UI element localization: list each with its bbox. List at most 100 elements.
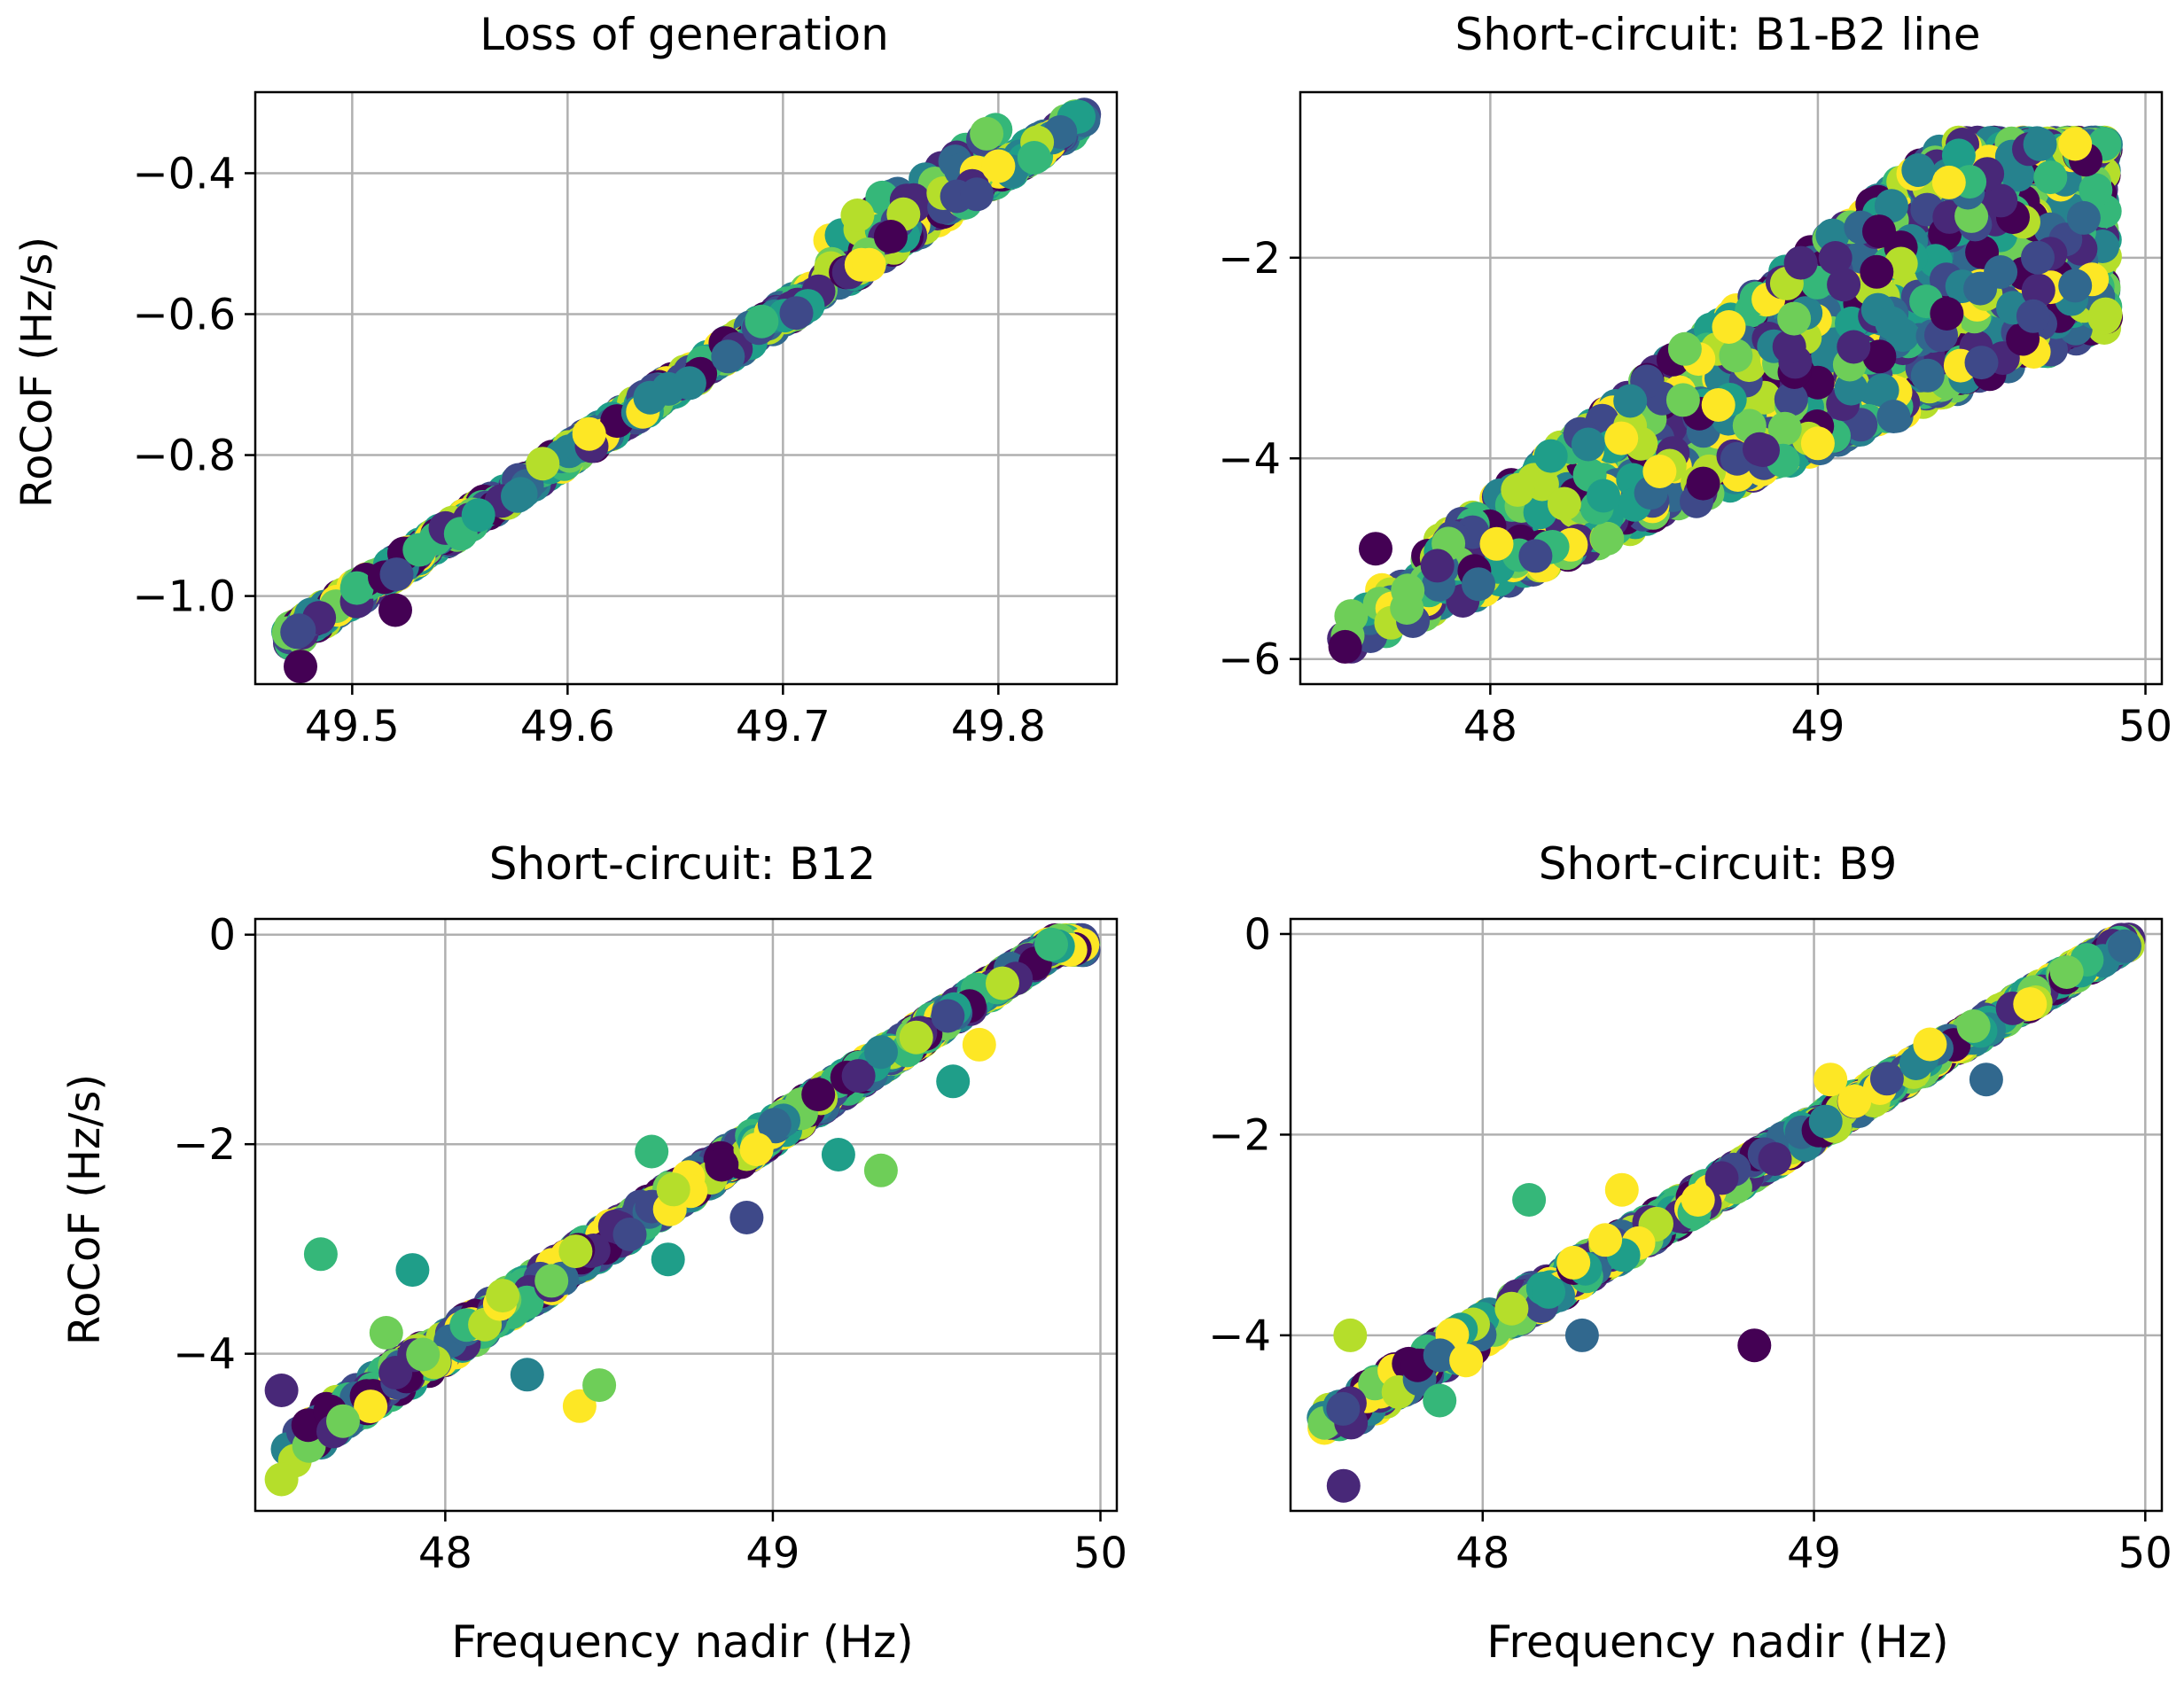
- y-axis-label: RoCoF (Hz/s): [60, 1074, 110, 1345]
- scatter-point: [402, 533, 437, 567]
- scatter-point: [852, 247, 886, 282]
- scatter-point: [501, 479, 534, 513]
- scatter-point: [931, 999, 965, 1033]
- scatter-point: [1834, 371, 1868, 406]
- x-tick-label: 49.8: [951, 702, 1046, 751]
- scatter-point: [745, 304, 779, 339]
- scatter-point: [1984, 183, 2018, 218]
- x-tick-label: 48: [1463, 702, 1517, 751]
- scatter-point: [841, 1059, 876, 1094]
- scatter-point: [1590, 521, 1625, 556]
- scatter-point: [1359, 532, 1392, 566]
- scatter-point: [2088, 297, 2123, 331]
- scatter-point: [461, 498, 495, 533]
- scatter-point: [534, 1264, 569, 1298]
- scatter-point: [2023, 127, 2057, 161]
- scatter-point: [486, 1279, 520, 1313]
- x-tick-label: 49: [1790, 702, 1845, 751]
- panel-short-circuit-b1-b2-line: Short-circuit: B1-B2 line 48 49 50−6−4−2: [1218, 9, 2172, 751]
- scatter-point: [1391, 573, 1425, 608]
- scatter-point: [981, 149, 1016, 183]
- scatter-point: [1501, 472, 1535, 507]
- scatter-point: [635, 1134, 669, 1169]
- scatter-point: [1701, 388, 1736, 422]
- x-tick-label: 49.5: [305, 702, 400, 751]
- y-tick-label: −2: [1218, 234, 1281, 284]
- y-tick-label: −6: [1218, 635, 1281, 685]
- scatter-point: [1818, 241, 1852, 275]
- axes-frame: [254, 90, 1119, 686]
- plot-area: 49.5 49.6 49.7 49.8−1.0−0.8−0.6−0.4: [132, 90, 1119, 751]
- scatter-point: [2058, 127, 2093, 161]
- plot-area: 48 49 50−6−4−2: [1218, 90, 2172, 751]
- scatter-point: [1479, 526, 1514, 561]
- scatter-point: [1462, 567, 1495, 602]
- x-tick-label: 50: [2118, 702, 2172, 751]
- scatter-point: [1964, 346, 1999, 380]
- scatter-point: [970, 116, 1004, 151]
- x-tick-label: 49.7: [736, 702, 831, 751]
- scatter-point: [1547, 486, 1581, 521]
- scatter-point: [2021, 273, 2055, 307]
- scatter-point: [2016, 299, 2050, 333]
- scatter-point: [1034, 927, 1068, 961]
- scatter-point: [864, 1035, 898, 1070]
- scatter-point: [960, 177, 994, 212]
- scatter-point: [264, 1374, 299, 1407]
- scatter-point: [779, 296, 814, 331]
- scatter-point: [378, 593, 412, 627]
- scatter-series: [264, 922, 1101, 1497]
- scatter-point: [1910, 358, 1945, 393]
- scatter-series: [1327, 125, 2124, 664]
- scatter-point: [1783, 245, 1818, 280]
- scatter-point: [1901, 153, 1936, 187]
- scatter-point: [1860, 254, 1894, 289]
- scatter-point: [1420, 549, 1455, 583]
- scatter-point: [1571, 427, 1605, 462]
- scatter-point: [1865, 373, 1899, 408]
- scatter-point: [1941, 138, 1976, 173]
- scatter-point: [1777, 301, 1812, 336]
- scatter-point: [2001, 158, 2035, 192]
- scatter-point: [2033, 160, 2068, 195]
- y-tick-label: −0.4: [132, 149, 236, 198]
- scatter-point: [284, 650, 317, 684]
- scatter-point: [1862, 214, 1896, 249]
- scatter-point: [1800, 426, 1835, 461]
- scatter-point: [1930, 297, 1964, 331]
- scatter-point: [986, 966, 1019, 1000]
- scatter-point: [1518, 539, 1553, 573]
- y-axis-label: RoCoF (Hz/s): [12, 237, 62, 508]
- scatter-point: [282, 613, 316, 648]
- scatter-point: [672, 366, 706, 401]
- scatter-point: [1984, 255, 2018, 289]
- scatter-point: [705, 1148, 739, 1182]
- scatter-point: [1017, 141, 1051, 175]
- scatter-point: [1875, 306, 1909, 340]
- scatter-point: [801, 1078, 836, 1112]
- scatter-point: [1604, 421, 1639, 455]
- scatter-point: [1772, 330, 1806, 364]
- x-tick-label: 49.6: [520, 702, 615, 751]
- scatter-point: [326, 1404, 360, 1438]
- scatter-point: [1686, 466, 1720, 501]
- scatter-point: [1587, 479, 1620, 513]
- scatter-point: [873, 220, 908, 253]
- scatter-point: [339, 571, 374, 605]
- scatter-point: [1665, 383, 1700, 417]
- scatter-point: [303, 1237, 338, 1272]
- scatter-point: [729, 1201, 764, 1234]
- scatter-point: [395, 1253, 430, 1288]
- scatter-point: [2079, 173, 2113, 207]
- panel-short-circuit-b12: Short-circuit: B12 RoCoF (Hz/s) Frequenc…: [60, 838, 1127, 1668]
- scatter-point: [711, 339, 745, 374]
- scatter-point: [562, 1389, 597, 1423]
- scatter-point: [1837, 330, 1871, 364]
- scatter-point: [1743, 432, 1776, 466]
- scatter-point: [633, 380, 667, 415]
- scatter-point: [2066, 200, 2101, 235]
- scatter-point: [1931, 165, 1966, 199]
- scatter-point: [1613, 384, 1648, 418]
- scatter-point: [572, 416, 606, 451]
- scatter-point: [1827, 268, 1861, 302]
